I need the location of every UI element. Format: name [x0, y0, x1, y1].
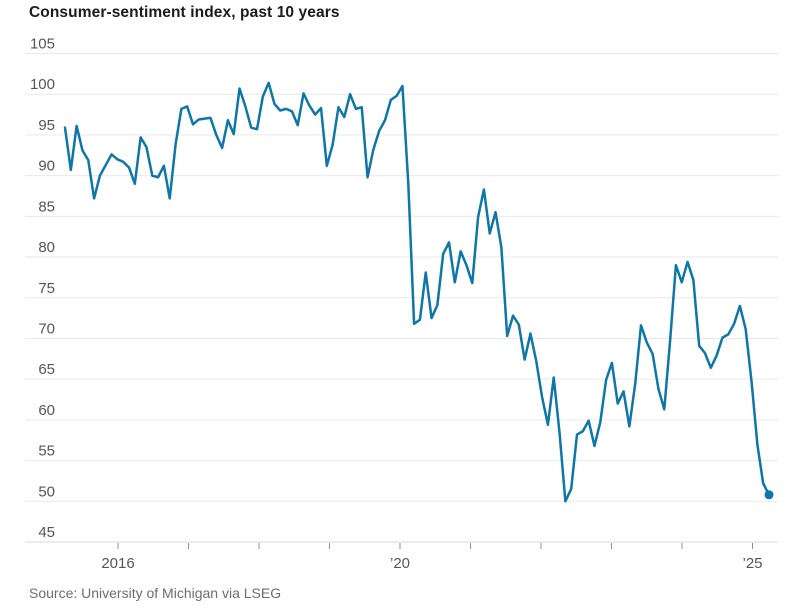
y-axis-tick-label: 90 [38, 158, 55, 175]
y-axis-tick-label: 60 [38, 402, 55, 419]
y-axis-tick-label: 50 [38, 483, 55, 500]
y-axis-tick-label: 55 [38, 443, 55, 460]
x-axis-ticks: 2016 ’20 ’25 [101, 543, 763, 572]
y-axis-tick-label: 65 [38, 361, 55, 378]
series-line-consumer-sentiment [63, 81, 771, 503]
y-axis-tick-label: 100 [30, 76, 55, 93]
sentiment-line-chart: 45 50 55 60 65 70 75 80 85 90 95 100 105 2016 ’20 ’25 [25, 36, 778, 572]
y-axis-tick-label: 75 [38, 280, 55, 297]
x-axis-tick-label: ’25 [742, 555, 762, 572]
y-axis-tick-label: 80 [38, 239, 55, 256]
gridlines [25, 53, 778, 543]
y-axis-tick-label: 70 [38, 320, 55, 337]
y-axis-tick-label: 105 [30, 36, 55, 53]
x-axis-tick-label: 2016 [101, 555, 134, 572]
x-axis-tick-label: ’20 [390, 555, 410, 572]
source-note: Source: University of Michigan via LSEG [29, 585, 282, 601]
chart-canvas: 45 50 55 60 65 70 75 80 85 90 95 100 105 2016 ’20 ’25 [25, 36, 778, 572]
end-point-dot [764, 490, 774, 500]
y-axis-tick-label: 95 [38, 117, 55, 134]
y-axis-labels: 45 50 55 60 65 70 75 80 85 90 95 100 105 [30, 36, 55, 542]
y-axis-tick-label: 85 [38, 198, 55, 215]
y-axis-tick-label: 45 [38, 524, 55, 541]
chart-title: Consumer-sentiment index, past 10 years [29, 4, 340, 21]
